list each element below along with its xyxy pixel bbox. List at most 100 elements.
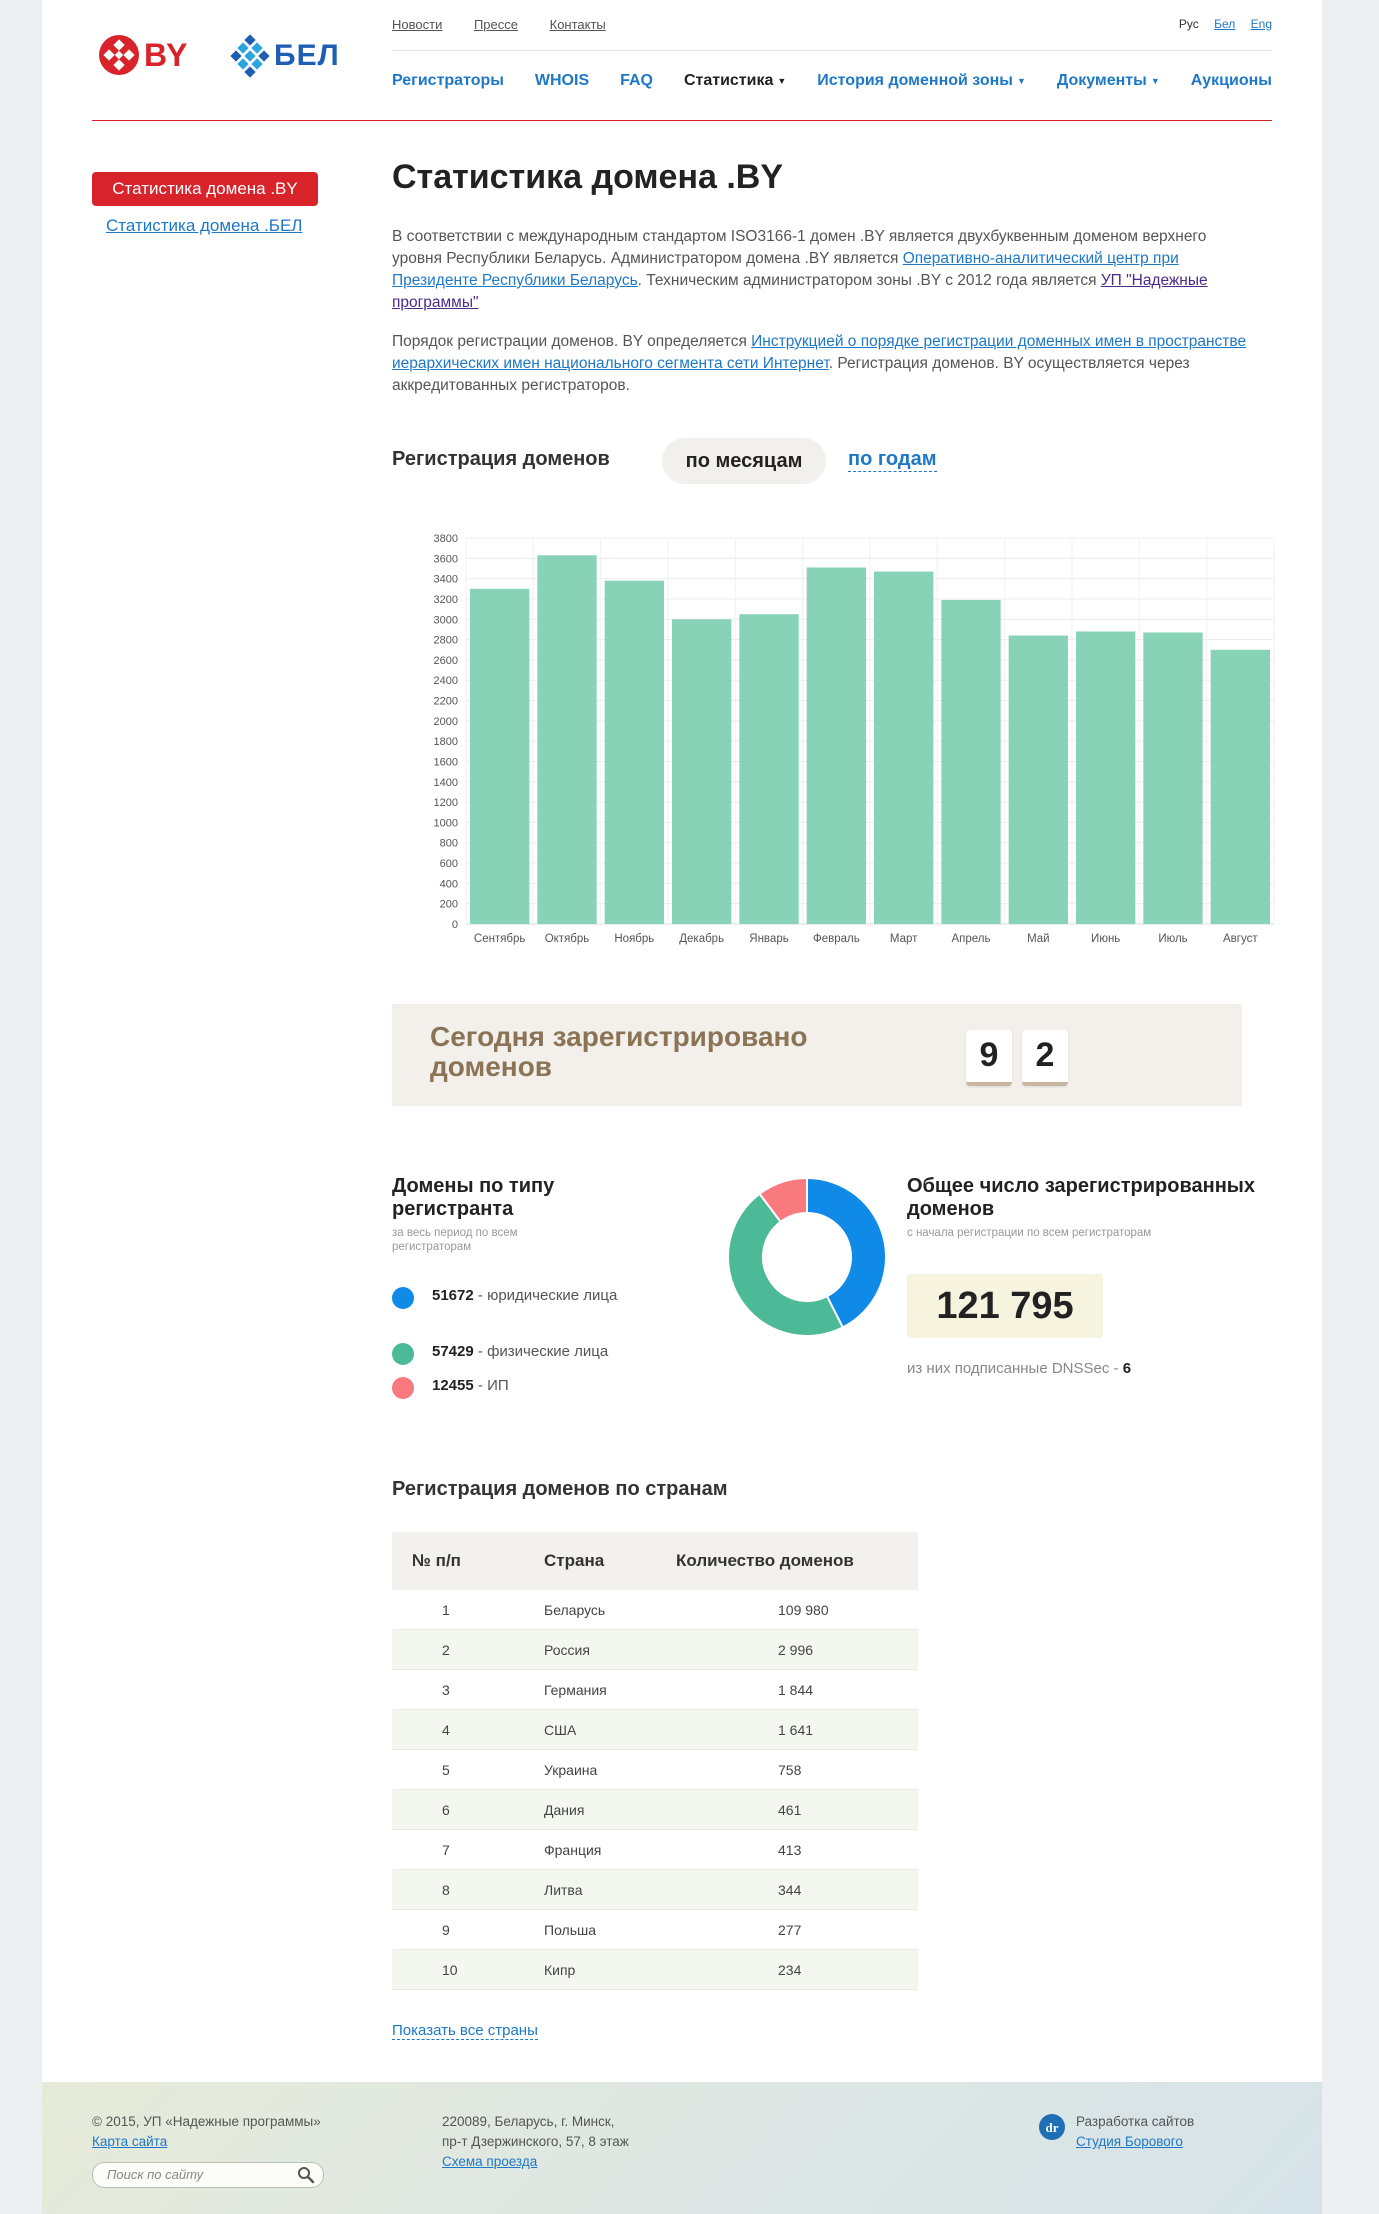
row-country: США xyxy=(544,1709,676,1750)
legend-item-individuals: 57429 - физические лица xyxy=(392,1342,632,1365)
link-oac[interactable]: Оперативно-аналитический центр при Прези… xyxy=(392,250,1179,289)
nav-auctions[interactable]: Аукционы xyxy=(1190,72,1272,89)
lang-eng[interactable]: Eng xyxy=(1250,17,1272,31)
search-input[interactable]: Поиск по сайту xyxy=(107,2167,204,2182)
legend-dot xyxy=(392,1377,414,1399)
row-number: 7 xyxy=(392,1829,544,1870)
bar xyxy=(806,567,866,924)
developer-logo-icon: dr xyxy=(1038,2113,1066,2144)
nav-documents[interactable]: Документы ▼ xyxy=(1056,72,1160,89)
bar xyxy=(604,580,664,924)
table-row: 1 Беларусь 109 980 xyxy=(392,1590,918,1630)
row-count: 109 980 xyxy=(676,1590,918,1630)
link-reliable-software[interactable]: УП "Надежные программы" xyxy=(392,272,1208,311)
bar xyxy=(537,555,597,924)
nav-statistics[interactable]: Статистика ▼ xyxy=(683,72,787,89)
show-all-countries-link[interactable]: Показать все страны xyxy=(392,2022,538,2040)
x-tick-label: Июль xyxy=(1158,933,1187,945)
bar xyxy=(1210,649,1270,924)
row-count: 277 xyxy=(676,1909,918,1950)
y-tick-label: 600 xyxy=(440,858,458,870)
table-header-row: № п/п Страна Количество доменов xyxy=(392,1532,918,1590)
row-number: 1 xyxy=(392,1590,544,1630)
row-country: Польша xyxy=(544,1909,676,1950)
top-link-contacts[interactable]: Контакты xyxy=(549,17,606,32)
intro-paragraph-1: В соответствии с международным стандарто… xyxy=(392,228,1208,311)
y-tick-label: 1400 xyxy=(434,777,458,789)
col-country: Страна xyxy=(544,1532,676,1590)
y-tick-label: 2600 xyxy=(434,655,458,667)
row-count: 1 844 xyxy=(676,1669,918,1710)
sidebar-item-bel-stats[interactable]: Статистика домена .БЕЛ xyxy=(106,216,303,235)
link-instruction[interactable]: Инструкцией о порядке регистрации доменн… xyxy=(392,333,1247,372)
footer-sitemap-link[interactable]: Карта сайта xyxy=(92,2134,168,2149)
footer-search[interactable]: Поиск по сайту xyxy=(92,2162,324,2188)
row-country: Кипр xyxy=(544,1949,676,1990)
row-number: 9 xyxy=(392,1909,544,1950)
x-tick-label: Март xyxy=(890,933,918,945)
row-country: Украина xyxy=(544,1749,676,1790)
total-title: Общее число зарегистрированных доменов xyxy=(907,1175,1255,1220)
row-count: 234 xyxy=(676,1949,918,1990)
header-red-line xyxy=(92,120,1272,121)
y-tick-label: 3800 xyxy=(434,533,458,545)
bar xyxy=(874,571,934,924)
today-digit: 9 xyxy=(966,1030,1012,1086)
top-link-news[interactable]: Новости xyxy=(392,17,443,32)
x-tick-label: Февраль xyxy=(813,933,860,945)
search-icon[interactable] xyxy=(297,2166,315,2184)
bar xyxy=(470,588,530,924)
x-tick-label: Декабрь xyxy=(679,933,724,945)
y-tick-label: 3000 xyxy=(434,614,458,626)
table-row: 10 Кипр 234 xyxy=(392,1949,918,1990)
today-label: Сегодня зарегистрировано доменов xyxy=(430,1021,808,1082)
language-switcher: Рус Бел Eng xyxy=(1167,17,1272,31)
donut-slice xyxy=(806,1176,887,1329)
svg-text:dr: dr xyxy=(1046,2120,1059,2135)
x-tick-label: Апрель xyxy=(951,933,990,945)
bar xyxy=(1008,635,1068,924)
row-count: 2 996 xyxy=(676,1629,918,1670)
footer-copyright-block: © 2015, УП «Надежные программы» Карта са… xyxy=(92,2112,321,2152)
y-tick-label: 2800 xyxy=(434,635,458,647)
nav-zone-history[interactable]: История доменной зоны ▼ xyxy=(817,72,1026,89)
y-tick-label: 1000 xyxy=(434,817,458,829)
nav-faq[interactable]: FAQ xyxy=(620,72,653,89)
bar xyxy=(941,599,1001,924)
tab-by-months[interactable]: по месяцам xyxy=(662,438,826,484)
table-row: 6 Дания 461 xyxy=(392,1789,918,1830)
countries-table: № п/п Страна Количество доменов 1 Беларус… xyxy=(392,1532,918,1990)
logo-bel[interactable]: БЕЛ xyxy=(230,34,340,78)
footer-route-link[interactable]: Схема проезда xyxy=(442,2154,538,2169)
page: BY БЕЛ Новости Прессе Контакты Рус xyxy=(42,0,1322,2082)
y-tick-label: 1800 xyxy=(434,736,458,748)
header-divider xyxy=(392,50,1272,51)
sidebar-item-by-stats[interactable]: Статистика домена .BY xyxy=(92,172,318,206)
y-tick-label: 800 xyxy=(440,838,458,850)
types-title: Домены по типу регистранта xyxy=(392,1175,555,1220)
footer-address-block: 220089, Беларусь, г. Минск, пр-т Дзержин… xyxy=(442,2112,629,2172)
logo-by[interactable]: BY xyxy=(98,34,187,76)
row-count: 344 xyxy=(676,1869,918,1910)
footer-developer-block: Разработка сайтов Студия Борового xyxy=(1076,2112,1194,2152)
row-number: 3 xyxy=(392,1669,544,1710)
x-tick-label: Январь xyxy=(749,933,788,945)
footer-address-line1: 220089, Беларусь, г. Минск, xyxy=(442,2114,615,2129)
y-tick-label: 2400 xyxy=(434,675,458,687)
y-tick-label: 2000 xyxy=(434,716,458,728)
bar xyxy=(1076,631,1136,924)
footer-developer-link[interactable]: Студия Борового xyxy=(1076,2134,1183,2149)
by-emblem-icon xyxy=(99,35,139,75)
x-tick-label: Сентябрь xyxy=(474,933,526,945)
nav-registrars[interactable]: Регистраторы xyxy=(392,72,504,89)
types-subtitle: за весь период по всем регистраторам xyxy=(392,1227,518,1253)
y-tick-label: 200 xyxy=(440,899,458,911)
footer-address-line2: пр-т Дзержинского, 57, 8 этаж xyxy=(442,2134,629,2149)
x-tick-label: Ноябрь xyxy=(614,933,654,945)
tab-by-years[interactable]: по годам xyxy=(848,448,937,472)
lang-bel[interactable]: Бел xyxy=(1214,17,1236,31)
page-title: Статистика домена .BY xyxy=(392,158,784,196)
y-tick-label: 400 xyxy=(440,878,458,890)
top-link-press[interactable]: Прессе xyxy=(473,17,518,32)
nav-whois[interactable]: WHOIS xyxy=(534,72,590,89)
